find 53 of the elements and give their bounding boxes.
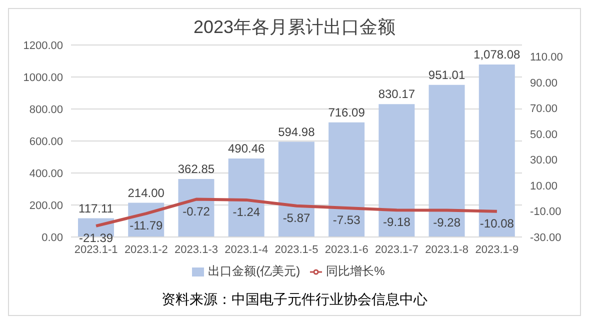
data-label: -21.39 — [79, 230, 114, 245]
bar — [278, 142, 314, 237]
y-tick-label: 400.00 — [29, 168, 63, 180]
data-label: 830.17 — [378, 87, 416, 102]
y2-tick-label: -30.00 — [530, 232, 562, 244]
text: 资料来源：中国电子元件行业协会信息中心 — [160, 291, 428, 309]
chart-title: 2023年各月累计出口金额 — [192, 16, 397, 39]
data-label: -11.79 — [130, 218, 164, 233]
legend-label: 出口金额(亿美元) — [208, 264, 300, 278]
x-tick-label: 2023.1-3 — [174, 244, 218, 256]
bar — [378, 104, 415, 237]
bar — [478, 64, 515, 237]
y2-tick-label: 70.00 — [530, 103, 558, 116]
y-tick-label: 1000.00 — [23, 72, 63, 84]
data-label: 117.11 — [78, 201, 114, 216]
y-tick-label: 600.00 — [29, 136, 63, 148]
y2-tick-label: 50.00 — [530, 128, 558, 141]
data-label: -9.28 — [433, 215, 461, 230]
x-tick-label: 2023.1-9 — [475, 244, 519, 256]
data-label: -0.72 — [182, 204, 210, 218]
x-tick-label: 2023.1-5 — [274, 244, 318, 256]
data-label: 362.85 — [178, 162, 215, 176]
y-tick-label: 0.00 — [42, 232, 63, 244]
legend-label: 同比增长% — [326, 264, 385, 278]
data-label: -1.24 — [232, 204, 260, 219]
x-tick-label: 2023.1-4 — [224, 244, 268, 256]
data-label: 1,078.08 — [474, 48, 521, 62]
data-label: 716.09 — [328, 105, 366, 120]
bar — [228, 158, 264, 237]
y2-tick-label: -10.00 — [530, 206, 562, 218]
data-label: -10.08 — [480, 216, 514, 230]
data-label: -7.53 — [332, 213, 361, 228]
x-tick-label: 2023.1-7 — [375, 244, 418, 256]
x-tick-label: 2023.1-2 — [124, 244, 168, 256]
y-tick-label: 800.00 — [29, 104, 63, 116]
y2-tick-label: 110.00 — [530, 52, 563, 64]
y2-tick-label: 10.00 — [530, 180, 558, 192]
bar — [178, 178, 214, 237]
y-tick-label: 1200.00 — [23, 40, 63, 52]
x-tick-label: 2023.1-1 — [74, 244, 118, 256]
data-label: 214.00 — [128, 186, 165, 200]
data-label: 951.01 — [428, 68, 466, 82]
data-label: 490.46 — [228, 142, 266, 156]
y2-tick-label: 90.00 — [530, 77, 558, 90]
bar — [328, 122, 365, 237]
data-label: 594.98 — [278, 124, 316, 139]
bar — [428, 84, 465, 237]
data-label: -9.18 — [383, 215, 411, 230]
x-tick-label: 2023.1-8 — [425, 244, 469, 256]
data-label: -5.87 — [282, 210, 310, 225]
y2-tick-label: 30.00 — [530, 154, 558, 167]
y-tick-label: 200.00 — [29, 200, 63, 212]
x-tick-label: 2023.1-6 — [324, 244, 368, 256]
